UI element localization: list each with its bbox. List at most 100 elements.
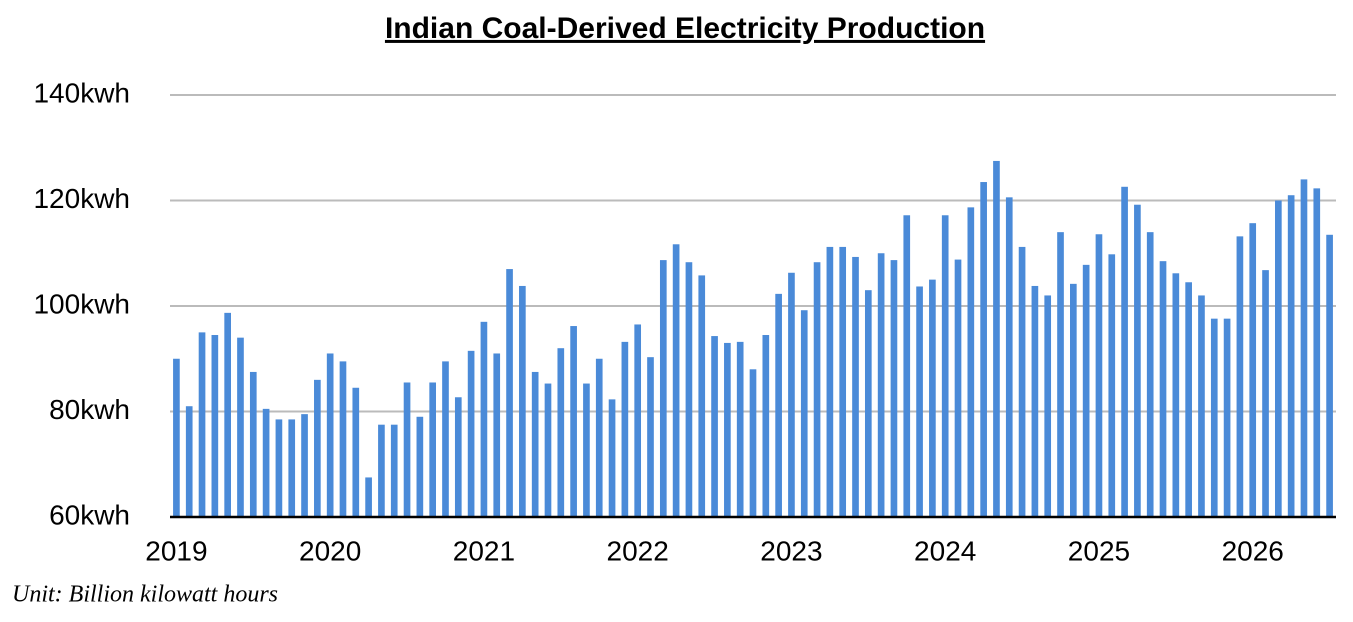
bar bbox=[775, 293, 782, 517]
bar bbox=[1082, 264, 1090, 517]
bar bbox=[352, 387, 360, 517]
bar bbox=[1057, 232, 1064, 517]
bar bbox=[390, 424, 398, 517]
x-tick-label: 2019 bbox=[145, 535, 207, 566]
bar bbox=[519, 285, 526, 517]
x-tick-label: 2023 bbox=[760, 535, 822, 566]
bar bbox=[1121, 186, 1128, 517]
bar bbox=[941, 215, 949, 517]
bar bbox=[583, 383, 590, 517]
bar bbox=[659, 260, 667, 517]
bar bbox=[800, 310, 808, 517]
bar bbox=[1108, 254, 1116, 517]
bar bbox=[1069, 283, 1077, 517]
bar bbox=[993, 160, 1000, 517]
bar bbox=[788, 272, 795, 517]
bar bbox=[185, 406, 193, 517]
bar bbox=[467, 350, 475, 517]
bar bbox=[1146, 232, 1154, 517]
bar bbox=[929, 279, 936, 517]
bar bbox=[916, 286, 923, 517]
bar bbox=[1044, 295, 1052, 517]
bar bbox=[442, 361, 449, 517]
bar bbox=[339, 361, 347, 517]
bar bbox=[1300, 179, 1308, 517]
bar bbox=[634, 324, 642, 517]
bar bbox=[877, 253, 885, 517]
bar bbox=[698, 275, 706, 517]
bar bbox=[531, 371, 539, 517]
bar bbox=[980, 182, 987, 517]
bar bbox=[224, 312, 231, 517]
bar bbox=[429, 382, 437, 517]
bar bbox=[967, 207, 975, 518]
bar bbox=[326, 353, 334, 517]
bar bbox=[249, 371, 257, 517]
bar bbox=[570, 326, 577, 517]
bar bbox=[480, 321, 488, 517]
y-tick-label: 60kwh bbox=[49, 499, 130, 530]
x-tick-label: 2020 bbox=[299, 535, 361, 566]
bar bbox=[608, 399, 616, 517]
y-tick-label: 100kwh bbox=[33, 288, 130, 319]
bar bbox=[839, 246, 847, 518]
bar bbox=[301, 414, 308, 517]
bar bbox=[647, 357, 654, 517]
x-tick-label: 2026 bbox=[1222, 535, 1284, 566]
y-tick-label: 120kwh bbox=[33, 183, 130, 214]
chart-title: Indian Coal-Derived Electricity Producti… bbox=[385, 12, 985, 45]
x-tick-label: 2025 bbox=[1068, 535, 1130, 566]
bar bbox=[685, 262, 693, 517]
bar bbox=[1172, 273, 1180, 517]
bar bbox=[173, 358, 180, 517]
bar bbox=[403, 382, 411, 517]
bar bbox=[724, 342, 731, 517]
bar bbox=[365, 477, 372, 517]
bar bbox=[762, 335, 770, 517]
bar bbox=[1313, 188, 1321, 517]
bar bbox=[1287, 195, 1295, 517]
bar bbox=[454, 397, 462, 517]
bar bbox=[672, 244, 680, 517]
bar bbox=[557, 348, 565, 517]
bar bbox=[1018, 246, 1026, 518]
bar bbox=[1198, 295, 1205, 517]
bar bbox=[1249, 223, 1257, 517]
bar bbox=[736, 341, 744, 517]
bar bbox=[826, 246, 834, 518]
bar bbox=[275, 419, 283, 517]
bar bbox=[864, 290, 872, 517]
bar bbox=[1223, 318, 1231, 517]
bar bbox=[711, 336, 718, 517]
bar bbox=[1262, 270, 1269, 517]
bar bbox=[1326, 234, 1333, 517]
y-tick-label: 140kwh bbox=[33, 77, 130, 108]
bar bbox=[416, 416, 424, 517]
x-tick-label: 2024 bbox=[914, 535, 976, 566]
unit-note: Unit: Billion kilowatt hours bbox=[12, 582, 278, 608]
bar bbox=[1185, 282, 1192, 517]
bar bbox=[1210, 318, 1218, 517]
bar bbox=[1159, 261, 1167, 517]
bar bbox=[595, 358, 603, 517]
bar bbox=[1236, 236, 1244, 517]
bar bbox=[852, 256, 859, 517]
bar bbox=[288, 419, 296, 517]
bar bbox=[890, 260, 898, 517]
bar bbox=[1275, 200, 1282, 517]
bar bbox=[211, 335, 219, 517]
bar bbox=[198, 332, 206, 517]
bar bbox=[1031, 285, 1039, 517]
bar bbox=[314, 379, 321, 517]
bar bbox=[749, 369, 757, 517]
bar bbox=[813, 262, 821, 517]
bar bbox=[237, 337, 244, 517]
x-tick-label: 2021 bbox=[453, 535, 515, 566]
bar bbox=[378, 424, 385, 517]
bar bbox=[262, 408, 270, 517]
bar bbox=[621, 341, 629, 517]
bar bbox=[1134, 204, 1141, 517]
bar bbox=[493, 353, 501, 517]
